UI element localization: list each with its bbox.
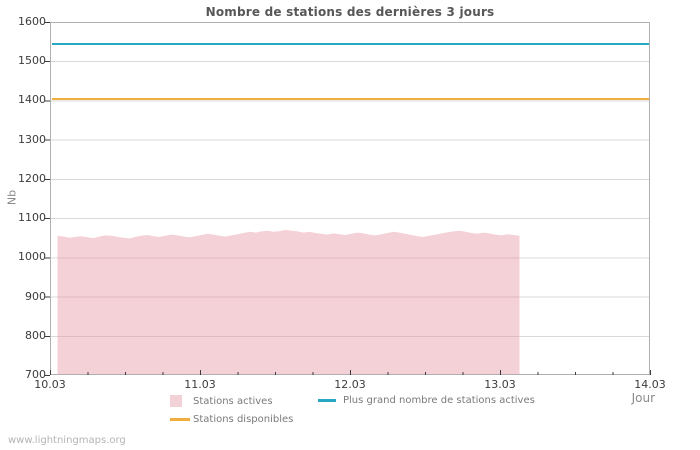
stations-disponibles-swatch-icon bbox=[170, 418, 190, 421]
y-tick-label: 1400 bbox=[18, 93, 46, 107]
legend-item-stations-disponibles: Stations disponibles bbox=[170, 414, 293, 425]
y-tick-label: 1300 bbox=[18, 132, 46, 146]
stations-actives-swatch-icon bbox=[170, 395, 182, 407]
stations-actives-area bbox=[57, 229, 520, 375]
x-tick-label: 10.03 bbox=[34, 378, 66, 391]
y-tick-label: 1200 bbox=[18, 171, 46, 185]
legend-label: Plus grand nombre de stations actives bbox=[343, 395, 535, 406]
chart-title: Nombre de stations des dernières 3 jours bbox=[205, 5, 495, 19]
y-tick-label: 1000 bbox=[18, 250, 46, 264]
legend-label: Stations actives bbox=[193, 395, 273, 407]
y-tick-label: 900 bbox=[25, 289, 46, 303]
x-tick-label: 14.03 bbox=[634, 378, 666, 391]
y-tick-label: 800 bbox=[25, 328, 46, 342]
y-tick-label: 700 bbox=[25, 368, 46, 381]
x-tick-label: 12.03 bbox=[334, 378, 366, 391]
y-tick-label: 1100 bbox=[18, 211, 46, 225]
watermark: www.lightningmaps.org bbox=[8, 435, 126, 446]
legend-label: Stations disponibles bbox=[193, 414, 294, 425]
legend-item-plus-grand-nombre: Plus grand nombre de stations actives bbox=[318, 395, 535, 406]
x-axis-label: Jour bbox=[631, 391, 655, 405]
legend-item-stations-actives: Stations actives bbox=[170, 395, 273, 407]
x-tick-label: 13.03 bbox=[484, 378, 516, 391]
x-tick-label: 11.03 bbox=[184, 378, 216, 391]
y-tick-label: 1500 bbox=[18, 54, 46, 68]
y-tick-label: 1600 bbox=[18, 15, 46, 28]
plus-grand-nombre-swatch-icon bbox=[318, 399, 336, 402]
